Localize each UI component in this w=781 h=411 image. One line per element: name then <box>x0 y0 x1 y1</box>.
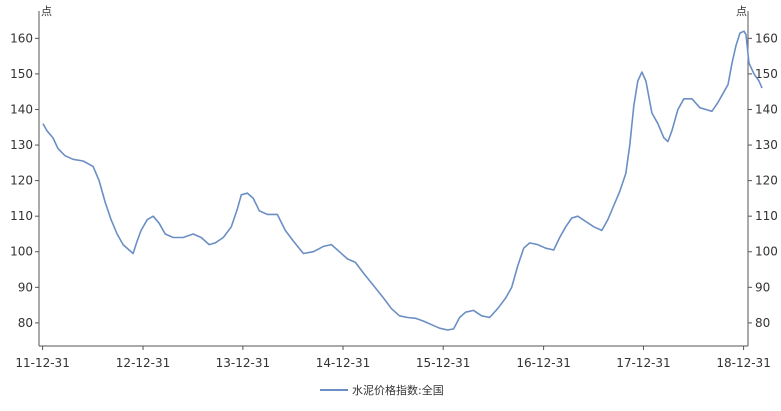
y-tick-label-left: 90 <box>18 280 33 294</box>
plot-area <box>42 30 763 331</box>
axes: 点 点 80 80 90 90 100 100 110 110 120 120 130 130 140 140… <box>10 5 778 370</box>
y-tick-label-right: 100 <box>755 245 778 259</box>
y-tick-label-left: 150 <box>10 67 33 81</box>
y-tick-label-right: 110 <box>755 209 778 223</box>
y-tick-label-right: 150 <box>755 67 778 81</box>
y-tick-label-left: 110 <box>10 209 33 223</box>
y-tick-label-left: 120 <box>10 174 33 188</box>
y-tick-label-right: 90 <box>755 280 770 294</box>
y-tick-label-left: 100 <box>10 245 33 259</box>
x-tick-label: 17-12-31 <box>616 356 670 370</box>
x-tick-label: 13-12-31 <box>216 356 270 370</box>
y-tick-label-right: 160 <box>755 31 778 45</box>
y-axis-right-unit: 点 <box>736 5 747 18</box>
y-tick-label-left: 160 <box>10 31 33 45</box>
x-tick-label: 15-12-31 <box>416 356 470 370</box>
y-tick-label-left: 130 <box>10 138 33 152</box>
x-tick-label: 12-12-31 <box>116 356 170 370</box>
series-line <box>42 30 763 331</box>
x-tick-label: 18-12-31 <box>716 356 770 370</box>
legend: 水泥价格指数:全国 <box>320 383 444 397</box>
x-tick-label: 16-12-31 <box>516 356 570 370</box>
y-tick-label-right: 80 <box>755 316 770 330</box>
y-tick-label-right: 120 <box>755 174 778 188</box>
y-tick-label-left: 140 <box>10 102 33 116</box>
x-tick-label: 14-12-31 <box>316 356 370 370</box>
y-tick-label-left: 80 <box>18 316 33 330</box>
x-tick-label: 11-12-31 <box>15 356 69 370</box>
legend-label: 水泥价格指数:全国 <box>352 383 444 397</box>
y-tick-label-right: 130 <box>755 138 778 152</box>
y-axis-left-unit: 点 <box>41 5 52 18</box>
y-tick-label-right: 140 <box>755 102 778 116</box>
